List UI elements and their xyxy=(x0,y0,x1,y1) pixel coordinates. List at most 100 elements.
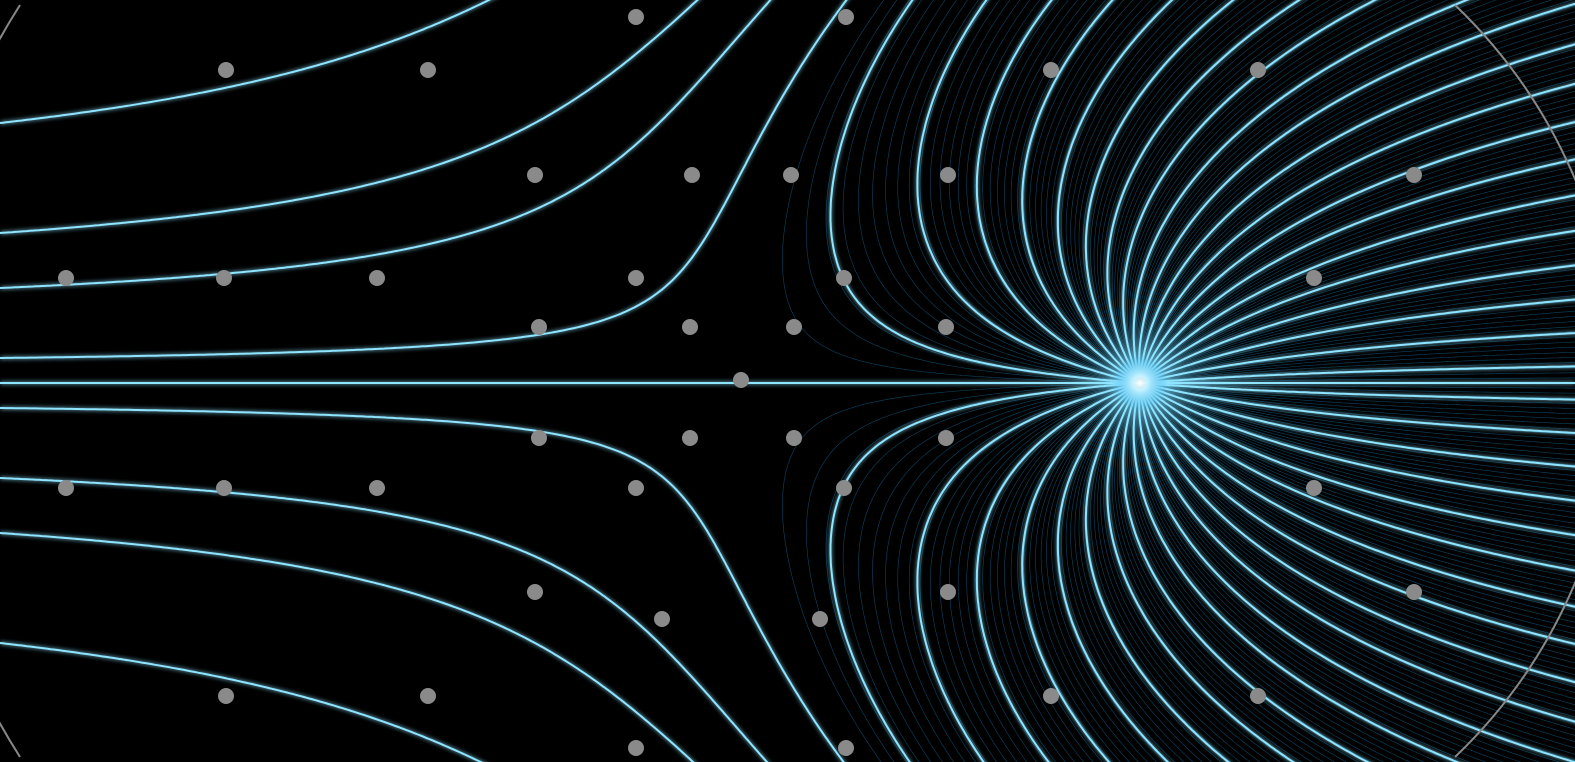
streamline xyxy=(1106,387,1296,762)
streamline xyxy=(1143,171,1575,379)
streamline xyxy=(1100,0,1277,379)
streamline xyxy=(989,385,1135,762)
streamline xyxy=(1144,386,1575,524)
streamline xyxy=(916,383,1135,762)
streamline xyxy=(1143,387,1575,567)
streamline xyxy=(1142,149,1575,378)
streamline xyxy=(930,384,1135,762)
streamline xyxy=(1114,388,1324,762)
streamline xyxy=(1134,0,1480,378)
streamline xyxy=(1141,388,1575,652)
streamline xyxy=(1145,385,1575,471)
streamline xyxy=(1021,385,1136,762)
probe-dot xyxy=(216,480,232,496)
streamline xyxy=(1142,388,1575,617)
streamline xyxy=(1116,0,1343,378)
probe-dot xyxy=(527,167,543,183)
streamline xyxy=(1145,357,1575,383)
streamline xyxy=(1145,385,1575,497)
streamline xyxy=(1145,383,1575,409)
streamline xyxy=(1143,387,1575,584)
streamline xyxy=(1125,388,1384,762)
streamline xyxy=(1097,387,1261,762)
streamline xyxy=(1145,295,1575,381)
streamline xyxy=(1084,0,1235,380)
streamline xyxy=(1143,386,1575,572)
streamline xyxy=(1143,165,1575,379)
streamline xyxy=(1119,0,1354,378)
streamline xyxy=(1140,388,1575,694)
streamline xyxy=(1070,386,1194,762)
probe-dot xyxy=(1406,167,1422,183)
streamline xyxy=(1084,386,1230,762)
streamline xyxy=(1144,264,1575,381)
probe-dot xyxy=(838,740,854,756)
streamline xyxy=(1125,0,1392,378)
source-point xyxy=(1112,355,1168,411)
streamline xyxy=(1141,388,1575,645)
streamline xyxy=(1134,388,1470,762)
probe-dot xyxy=(812,611,828,627)
streamline xyxy=(982,0,1135,381)
streamline xyxy=(1143,177,1575,379)
streamline xyxy=(1035,0,1136,380)
streamline xyxy=(858,383,1135,762)
streamline xyxy=(1142,388,1575,612)
streamline xyxy=(1122,388,1370,762)
streamline xyxy=(1138,2,1575,378)
streamline xyxy=(1144,386,1575,545)
streamline xyxy=(1145,284,1575,381)
streamline xyxy=(1137,0,1553,378)
streamline xyxy=(897,383,1135,762)
streamline xyxy=(966,384,1135,762)
streamline xyxy=(1145,315,1575,382)
streamline xyxy=(1061,386,1176,762)
streamline xyxy=(1141,96,1575,378)
streamline xyxy=(1139,388,1575,723)
streamline xyxy=(1140,67,1575,378)
streamline xyxy=(0,407,845,762)
probe-dot xyxy=(1306,480,1322,496)
streamline xyxy=(1143,386,1575,537)
streamline xyxy=(1046,0,1152,380)
streamline xyxy=(1145,336,1575,382)
streamline xyxy=(1139,30,1575,378)
streamline xyxy=(1143,387,1575,562)
streamline xyxy=(1141,388,1575,670)
probe-dot xyxy=(628,270,644,286)
streamline xyxy=(1141,388,1575,676)
streamline xyxy=(1070,0,1198,380)
streamline xyxy=(1103,0,1287,379)
streamline xyxy=(1078,387,1213,762)
streamline xyxy=(1131,388,1439,762)
streamline xyxy=(0,0,699,234)
probe-dot xyxy=(628,740,644,756)
streamline xyxy=(982,385,1135,762)
streamline xyxy=(975,384,1135,762)
probe-dot xyxy=(420,688,436,704)
streamline xyxy=(1056,386,1170,762)
streamline xyxy=(842,0,1135,383)
streamline xyxy=(0,532,695,762)
streamline xyxy=(1141,121,1575,378)
streamline xyxy=(1143,188,1575,379)
streamline xyxy=(1114,0,1331,378)
streamline xyxy=(1051,386,1157,762)
probe-dot xyxy=(420,62,436,78)
streamline xyxy=(1093,0,1256,379)
streamline xyxy=(1145,351,1575,383)
streamline xyxy=(1004,385,1135,762)
streamline xyxy=(1140,82,1575,378)
streamline xyxy=(1139,388,1575,755)
probe-dot xyxy=(786,430,802,446)
streamline xyxy=(1145,385,1575,482)
streamline xyxy=(1141,102,1575,378)
streamline xyxy=(1141,388,1575,687)
streamline xyxy=(1145,383,1575,404)
streamline xyxy=(1004,0,1135,381)
streamline xyxy=(1145,384,1575,456)
streamline xyxy=(1140,388,1575,730)
streamline xyxy=(1143,387,1575,595)
streamline xyxy=(1061,0,1180,380)
